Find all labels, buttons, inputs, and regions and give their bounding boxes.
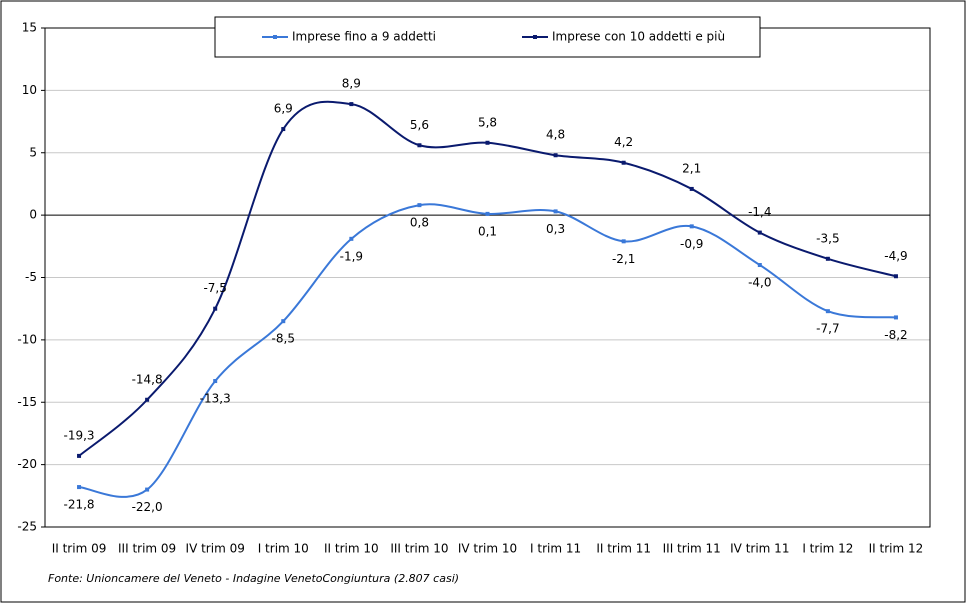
data-label: -8,5 <box>272 332 295 346</box>
x-tick-label: I trim 10 <box>258 542 309 556</box>
data-label: 5,6 <box>410 118 429 132</box>
point <box>77 485 82 490</box>
data-label: -22,0 <box>132 500 163 514</box>
x-tick-label: II trim 09 <box>52 542 107 556</box>
point <box>145 397 150 402</box>
data-label: 4,2 <box>614 135 633 149</box>
point <box>349 236 354 241</box>
data-label: -1,9 <box>340 249 363 263</box>
point <box>485 140 490 145</box>
data-label: -2,1 <box>612 252 635 266</box>
point <box>893 274 898 279</box>
point <box>213 379 218 384</box>
data-label: 5,8 <box>478 115 497 129</box>
data-label: -8,2 <box>884 328 907 342</box>
point <box>213 306 218 311</box>
data-label: -4,0 <box>748 276 771 290</box>
point <box>757 263 762 268</box>
point <box>281 127 286 132</box>
x-tick-label: III trim 10 <box>390 542 448 556</box>
data-label: 2,1 <box>682 161 701 175</box>
x-tick-label: IV trim 11 <box>730 542 789 556</box>
legend-marker <box>273 35 277 39</box>
data-label: -4,9 <box>884 249 907 263</box>
x-tick-label: II trim 10 <box>324 542 379 556</box>
x-tick-label: II trim 11 <box>596 542 651 556</box>
point <box>417 203 422 208</box>
y-tick-label: -20 <box>17 457 37 471</box>
x-tick-label: III trim 09 <box>118 542 176 556</box>
point <box>485 211 490 216</box>
y-tick-label: 15 <box>22 21 37 35</box>
data-label: -13,3 <box>200 392 231 406</box>
legend-marker <box>533 35 537 39</box>
point <box>145 487 150 492</box>
point <box>893 315 898 320</box>
data-label: -0,9 <box>680 237 703 251</box>
data-label: -7,5 <box>203 281 226 295</box>
data-label: -3,5 <box>816 231 839 245</box>
point <box>825 256 830 261</box>
y-tick-label: -15 <box>17 395 37 409</box>
point <box>689 224 694 229</box>
legend-box <box>214 16 761 58</box>
y-tick-label: -25 <box>17 520 37 534</box>
x-tick-label: I trim 12 <box>802 542 853 556</box>
data-label: 6,9 <box>274 102 293 116</box>
x-tick-label: II trim 12 <box>869 542 924 556</box>
x-tick-label: IV trim 10 <box>458 542 517 556</box>
point <box>757 230 762 235</box>
data-label: -1,4 <box>748 205 771 219</box>
data-label: 0,3 <box>546 222 565 236</box>
data-label: 4,8 <box>546 128 565 142</box>
data-label: 0,1 <box>478 224 497 238</box>
data-label: -21,8 <box>64 498 95 512</box>
point <box>689 186 694 191</box>
point <box>77 453 82 458</box>
point <box>621 160 626 165</box>
data-label: 0,8 <box>410 216 429 230</box>
y-tick-label: -10 <box>17 332 37 346</box>
y-tick-label: -5 <box>25 270 37 284</box>
legend-label: Imprese fino a 9 addetti <box>292 30 436 44</box>
x-tick-label: III trim 11 <box>663 542 721 556</box>
point <box>281 319 286 324</box>
legend-label: Imprese con 10 addetti e più <box>552 30 725 44</box>
point <box>621 239 626 244</box>
y-tick-label: 10 <box>22 83 37 97</box>
point <box>349 102 354 107</box>
data-label: -7,7 <box>816 322 839 336</box>
data-label: 8,9 <box>342 77 361 91</box>
point <box>553 153 558 158</box>
point <box>825 309 830 314</box>
point <box>553 209 558 214</box>
data-label: -19,3 <box>64 428 95 442</box>
line-series <box>78 100 897 457</box>
source-note: Fonte: Unioncamere del Veneto - Indagine… <box>48 572 459 585</box>
data-label: -14,8 <box>132 372 163 386</box>
y-tick-label: 0 <box>29 208 37 222</box>
y-tick-label: 5 <box>29 145 37 159</box>
x-tick-label: I trim 11 <box>530 542 581 556</box>
point <box>417 143 422 148</box>
x-tick-label: IV trim 09 <box>186 542 245 556</box>
